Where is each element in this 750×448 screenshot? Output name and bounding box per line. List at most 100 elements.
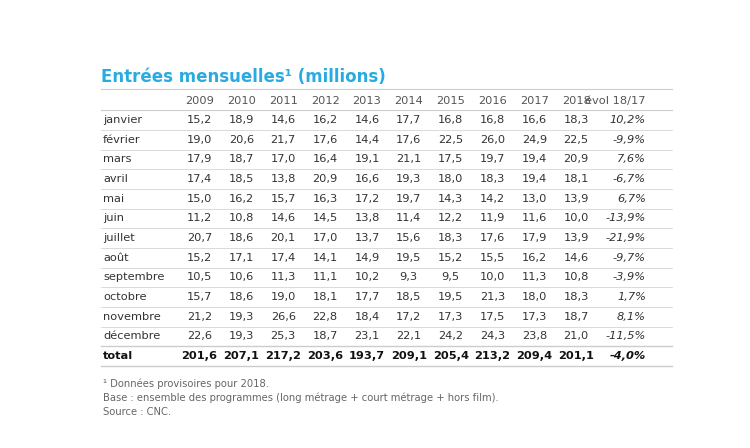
Text: 15,5: 15,5: [480, 253, 506, 263]
Text: 22,5: 22,5: [438, 135, 464, 145]
Text: 15,0: 15,0: [187, 194, 212, 204]
Text: 13,8: 13,8: [271, 174, 296, 184]
Text: 14,6: 14,6: [271, 115, 296, 125]
Text: février: février: [103, 135, 141, 145]
Text: 11,3: 11,3: [271, 272, 296, 283]
Text: 20,9: 20,9: [313, 174, 338, 184]
Text: 20,7: 20,7: [187, 233, 212, 243]
Text: 18,3: 18,3: [563, 292, 589, 302]
Text: Source : CNC.: Source : CNC.: [103, 407, 171, 417]
Text: mars: mars: [103, 155, 131, 164]
Text: 19,5: 19,5: [396, 253, 422, 263]
Text: 26,6: 26,6: [271, 312, 296, 322]
Text: 16,6: 16,6: [354, 174, 380, 184]
Text: 17,6: 17,6: [396, 135, 422, 145]
Text: 17,2: 17,2: [354, 194, 380, 204]
Text: 2014: 2014: [394, 96, 423, 106]
Text: ¹ Données provisoires pour 2018.: ¹ Données provisoires pour 2018.: [103, 378, 269, 388]
Text: 2012: 2012: [310, 96, 340, 106]
Text: 18,7: 18,7: [313, 332, 338, 341]
Text: 10,0: 10,0: [480, 272, 506, 283]
Text: 18,5: 18,5: [396, 292, 422, 302]
Text: 17,6: 17,6: [480, 233, 505, 243]
Text: 14,1: 14,1: [313, 253, 338, 263]
Text: 16,3: 16,3: [313, 194, 338, 204]
Text: 2016: 2016: [478, 96, 507, 106]
Text: 25,3: 25,3: [271, 332, 296, 341]
Text: 19,1: 19,1: [354, 155, 380, 164]
Text: 1,7%: 1,7%: [617, 292, 646, 302]
Text: 18,6: 18,6: [229, 292, 254, 302]
Text: -9,9%: -9,9%: [613, 135, 646, 145]
Text: 14,2: 14,2: [480, 194, 505, 204]
Text: novembre: novembre: [103, 312, 160, 322]
Text: 217,2: 217,2: [266, 351, 302, 361]
Text: 10,2%: 10,2%: [610, 115, 646, 125]
Text: 19,7: 19,7: [396, 194, 422, 204]
Text: 15,2: 15,2: [438, 253, 464, 263]
Text: mai: mai: [103, 194, 125, 204]
Text: 18,6: 18,6: [229, 233, 254, 243]
Text: 17,3: 17,3: [438, 312, 464, 322]
Text: 22,5: 22,5: [563, 135, 589, 145]
Text: 18,9: 18,9: [229, 115, 254, 125]
Text: 17,1: 17,1: [229, 253, 254, 263]
Text: 207,1: 207,1: [224, 351, 260, 361]
Text: 10,8: 10,8: [563, 272, 589, 283]
Text: 17,3: 17,3: [522, 312, 547, 322]
Text: 11,6: 11,6: [522, 214, 547, 224]
Text: 18,0: 18,0: [438, 174, 464, 184]
Text: 9,5: 9,5: [442, 272, 460, 283]
Text: octobre: octobre: [103, 292, 146, 302]
Text: 13,8: 13,8: [354, 214, 380, 224]
Text: 12,2: 12,2: [438, 214, 464, 224]
Text: 22,8: 22,8: [313, 312, 338, 322]
Text: 14,6: 14,6: [354, 115, 380, 125]
Text: 24,9: 24,9: [522, 135, 547, 145]
Text: 11,4: 11,4: [396, 214, 422, 224]
Text: 21,7: 21,7: [271, 135, 296, 145]
Text: 15,2: 15,2: [187, 115, 212, 125]
Text: 13,9: 13,9: [563, 194, 589, 204]
Text: 17,0: 17,0: [313, 233, 338, 243]
Text: -6,7%: -6,7%: [613, 174, 646, 184]
Text: décembre: décembre: [103, 332, 160, 341]
Text: 18,3: 18,3: [438, 233, 464, 243]
Text: 19,3: 19,3: [396, 174, 422, 184]
Text: 21,2: 21,2: [187, 312, 212, 322]
Text: 14,4: 14,4: [354, 135, 380, 145]
Text: 14,9: 14,9: [354, 253, 380, 263]
Text: 20,9: 20,9: [563, 155, 589, 164]
Text: 20,6: 20,6: [229, 135, 254, 145]
Text: 21,3: 21,3: [480, 292, 505, 302]
Text: 22,1: 22,1: [396, 332, 422, 341]
Text: 22,6: 22,6: [187, 332, 212, 341]
Text: 16,4: 16,4: [313, 155, 338, 164]
Text: 21,1: 21,1: [396, 155, 422, 164]
Text: -3,9%: -3,9%: [613, 272, 646, 283]
Text: 10,0: 10,0: [563, 214, 589, 224]
Text: août: août: [103, 253, 129, 263]
Text: 14,5: 14,5: [313, 214, 338, 224]
Text: 17,4: 17,4: [187, 174, 212, 184]
Text: 13,9: 13,9: [563, 233, 589, 243]
Text: septembre: septembre: [103, 272, 164, 283]
Text: 8,1%: 8,1%: [617, 312, 646, 322]
Text: 16,2: 16,2: [229, 194, 254, 204]
Text: 19,3: 19,3: [229, 332, 254, 341]
Text: 203,6: 203,6: [307, 351, 344, 361]
Text: 213,2: 213,2: [475, 351, 511, 361]
Text: 16,6: 16,6: [522, 115, 547, 125]
Text: 18,3: 18,3: [480, 174, 506, 184]
Text: 11,3: 11,3: [522, 272, 547, 283]
Text: 17,7: 17,7: [354, 292, 380, 302]
Text: 18,4: 18,4: [354, 312, 380, 322]
Text: 17,5: 17,5: [480, 312, 506, 322]
Text: total: total: [103, 351, 134, 361]
Text: 6,7%: 6,7%: [617, 194, 646, 204]
Text: 2015: 2015: [436, 96, 465, 106]
Text: 13,0: 13,0: [522, 194, 547, 204]
Text: 10,2: 10,2: [354, 272, 380, 283]
Text: 17,7: 17,7: [396, 115, 422, 125]
Text: 26,0: 26,0: [480, 135, 505, 145]
